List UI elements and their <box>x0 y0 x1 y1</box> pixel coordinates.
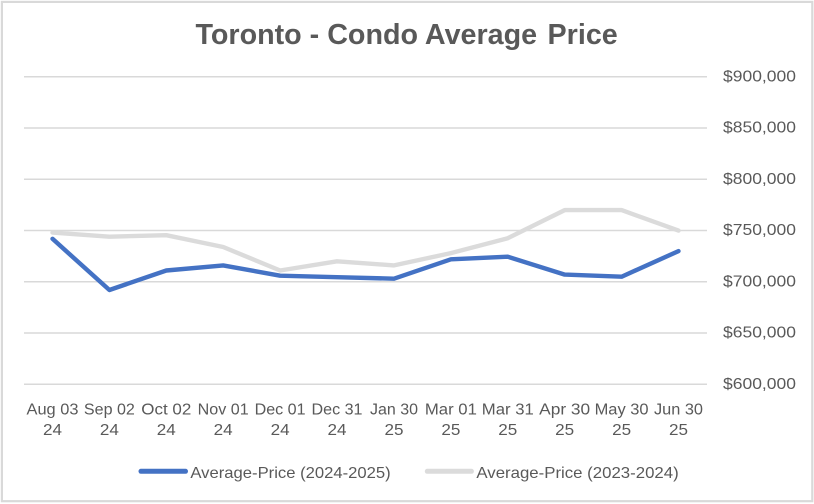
svg-text:Oct 02: Oct 02 <box>141 401 191 418</box>
svg-text:Aug 03: Aug 03 <box>27 401 79 418</box>
svg-text:Dec 31: Dec 31 <box>312 401 363 418</box>
svg-text:24: 24 <box>328 422 347 439</box>
svg-text:24: 24 <box>157 422 176 439</box>
svg-text:25: 25 <box>441 422 460 439</box>
svg-text:Dec 01: Dec 01 <box>255 401 306 418</box>
svg-text:$850,000: $850,000 <box>723 120 796 137</box>
svg-text:24: 24 <box>271 422 290 439</box>
svg-text:25: 25 <box>498 422 517 439</box>
svg-text:24: 24 <box>100 422 119 439</box>
svg-text:May 30: May 30 <box>595 401 649 418</box>
svg-text:Toronto - Condo Average Price: Toronto - Condo Average Price <box>196 19 618 51</box>
svg-text:25: 25 <box>555 422 574 439</box>
svg-text:Jun 30: Jun 30 <box>654 401 703 418</box>
svg-text:Nov 01: Nov 01 <box>198 401 249 418</box>
svg-text:Mar 31: Mar 31 <box>482 401 534 418</box>
svg-text:$800,000: $800,000 <box>723 171 796 188</box>
svg-text:$700,000: $700,000 <box>723 273 796 290</box>
svg-text:$650,000: $650,000 <box>723 325 796 342</box>
svg-text:$750,000: $750,000 <box>723 222 796 239</box>
svg-text:Sep 02: Sep 02 <box>84 401 135 418</box>
svg-text:$600,000: $600,000 <box>723 376 796 393</box>
svg-text:Jan 30: Jan 30 <box>370 401 418 418</box>
svg-text:Mar 01: Mar 01 <box>425 401 477 418</box>
svg-text:24: 24 <box>43 422 62 439</box>
svg-text:25: 25 <box>669 422 688 439</box>
svg-text:Average-Price (2023-2024): Average-Price (2023-2024) <box>476 465 678 482</box>
svg-text:$900,000: $900,000 <box>723 68 796 85</box>
svg-text:25: 25 <box>385 422 404 439</box>
svg-text:24: 24 <box>214 422 233 439</box>
svg-text:Apr 30: Apr 30 <box>539 401 590 418</box>
svg-text:Average-Price (2024-2025): Average-Price (2024-2025) <box>190 465 390 482</box>
svg-text:25: 25 <box>612 422 631 439</box>
